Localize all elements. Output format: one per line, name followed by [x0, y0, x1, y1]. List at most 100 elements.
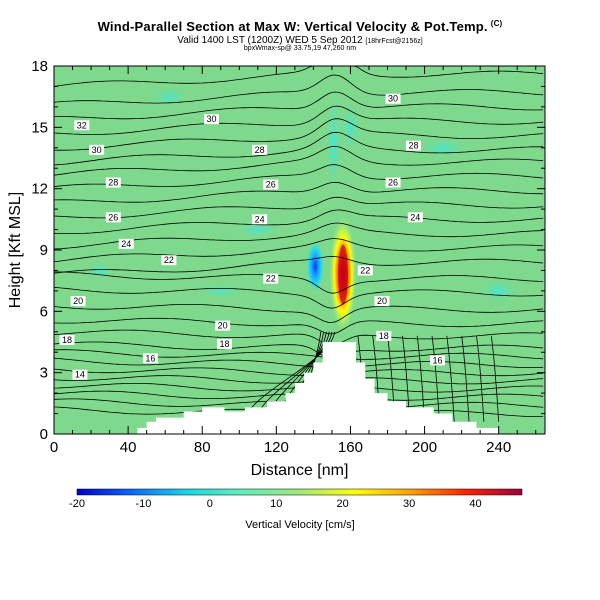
theta-contour	[54, 349, 544, 360]
theta-contour	[54, 375, 544, 385]
contour-label-bg	[161, 255, 177, 266]
contour-label: 16	[433, 355, 443, 365]
x-tick-label: 160	[338, 439, 363, 456]
y-tick-label: 3	[40, 365, 48, 382]
contour-label: 18	[379, 331, 389, 341]
weak-downdraft-patch	[476, 276, 521, 305]
weak-downdraft-patch	[84, 260, 117, 281]
weak-downdraft-patch	[148, 85, 189, 108]
y-tick-label: 15	[31, 119, 48, 136]
x-tick-label: 40	[120, 439, 137, 456]
contour-label-bg	[216, 339, 232, 350]
contour-label-bg	[252, 144, 268, 155]
theta-contour	[54, 196, 544, 219]
x-axis-label: Distance [nm]	[251, 462, 349, 479]
weak-downdraft-patch	[415, 136, 472, 159]
contour-label: 18	[62, 335, 72, 345]
theta-contour-flank	[446, 335, 455, 422]
theta-contour	[54, 145, 544, 176]
x-tick-label: 0	[50, 439, 58, 456]
contour-label-bg	[407, 212, 423, 223]
contour-label-bg	[252, 214, 268, 225]
contour-label: 16	[145, 353, 155, 363]
theta-contour	[54, 255, 544, 274]
contour-label: 32	[77, 120, 87, 130]
valid-time-text: Valid 1400 LST (1200Z) WED 5 Sep 2012	[177, 35, 363, 46]
contour-label: 26	[266, 180, 276, 190]
colorbar-tick-label: -20	[69, 498, 85, 510]
chart-title: Wind-Parallel Section at Max W: Vertical…	[0, 19, 600, 34]
theta-contour	[54, 209, 544, 234]
contour-label: 28	[408, 141, 418, 151]
colorbar-tick-label: 20	[337, 498, 349, 510]
theta-contour	[54, 66, 544, 87]
contour-label: 26	[388, 178, 398, 188]
contour-label: 24	[410, 212, 420, 222]
contour-label-bg	[430, 355, 446, 366]
section-location-text: bpxWmax-sp@ 33.75,19 47,260 nm	[243, 45, 357, 52]
y-tick-label: 9	[40, 242, 48, 259]
contour-label: 20	[218, 321, 228, 331]
colorbar-tick-label: 0	[207, 498, 213, 510]
contour-label: 30	[388, 94, 398, 104]
theta-contour	[54, 222, 544, 250]
chart-subtitle: Valid 1400 LST (1200Z) WED 5 Sep 2012 [1…	[0, 35, 600, 46]
weak-downdraft-patch	[194, 282, 247, 299]
theta-contour	[54, 271, 544, 294]
contour-label-bg	[385, 93, 401, 104]
contour-label-bg	[105, 177, 121, 188]
theta-contour	[54, 74, 544, 104]
contour-label: 26	[108, 212, 118, 222]
contour-label: 30	[92, 145, 102, 155]
theta-contour	[54, 118, 544, 151]
contour-label: 18	[219, 339, 229, 349]
contour-label: 24	[255, 214, 265, 224]
contour-label-bg	[405, 140, 421, 151]
colorbar-tick-label: 30	[403, 498, 415, 510]
x-tick-label: 200	[412, 439, 437, 456]
contour-label-bg	[263, 273, 279, 284]
theta-contour	[54, 357, 544, 369]
theta-contour	[54, 238, 544, 263]
contour-label-bg	[203, 114, 219, 125]
y-axis-label: Height [Kft MSL]	[7, 192, 24, 309]
copyright-mark: (C)	[490, 19, 503, 28]
terrain	[54, 342, 545, 434]
theta-contour-flank	[431, 335, 440, 422]
theta-contour	[54, 341, 544, 360]
colorbar: -20 -10 0 10 20 30 40 Vertical Velocity [cm/s]	[69, 488, 523, 531]
y-tick-label: 0	[40, 426, 48, 443]
forecast-note: [18hrFcst@2156z]	[365, 38, 423, 45]
theta-contour-flank	[490, 335, 500, 422]
contour-label: 20	[73, 296, 83, 306]
theta-contour	[54, 181, 544, 203]
contour-label: 28	[255, 145, 265, 155]
theta-contour	[54, 286, 544, 309]
contour-label-bg	[263, 179, 279, 190]
contour-label-bg	[374, 296, 390, 307]
x-tick-label: 120	[264, 439, 289, 456]
theta-contour	[54, 91, 544, 120]
contour-label: 30	[206, 114, 216, 124]
contour-label-bg	[142, 353, 158, 364]
theta-contour	[54, 164, 544, 188]
contour-label: 22	[360, 265, 370, 275]
contour-label-bg	[118, 238, 134, 249]
colorbar-label: Vertical Velocity [cm/s]	[245, 519, 354, 531]
contour-label: 22	[266, 274, 276, 284]
colorbar-tick-label: -10	[135, 498, 151, 510]
theta-contour	[54, 131, 544, 166]
chart-title-text: Wind-Parallel Section at Max W: Vertical…	[97, 19, 488, 34]
contour-label-bg	[105, 212, 121, 223]
contour-label-bg	[70, 296, 86, 307]
contour-label-bg	[357, 265, 373, 276]
theta-contour	[54, 304, 544, 323]
theta-contour	[54, 367, 544, 377]
colorbar-scale	[76, 488, 523, 496]
contour-label-bg	[72, 369, 88, 380]
y-tick-label: 18	[31, 58, 48, 75]
colorbar-tick-label: 40	[469, 498, 481, 510]
downdraft-core	[306, 240, 325, 293]
colorbar-tick-label: 10	[270, 498, 282, 510]
